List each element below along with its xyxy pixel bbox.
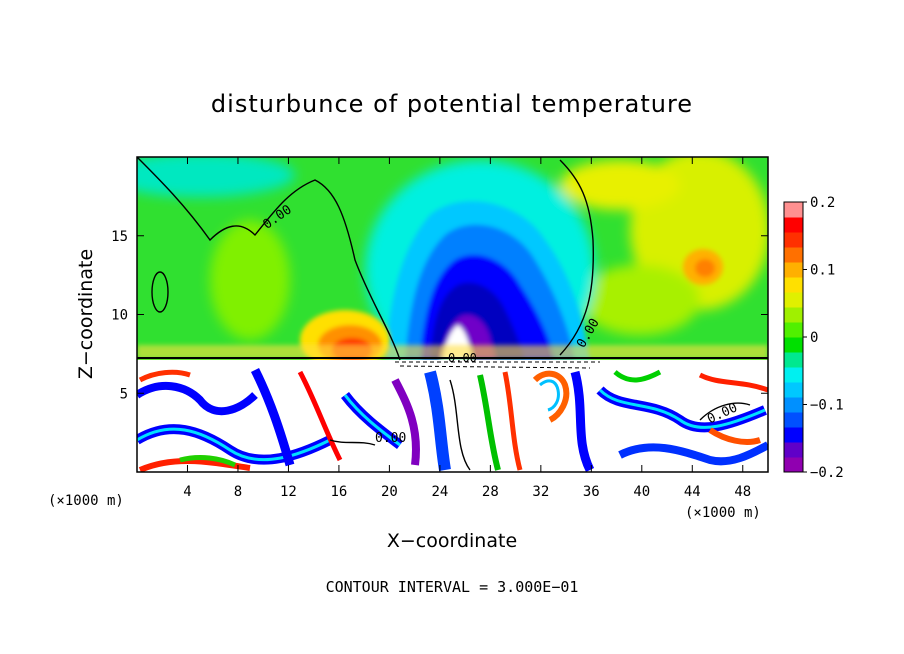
- colorbar-swatch: [784, 292, 803, 308]
- plot-area: 0.00 0.00 0.00 0.00 0.00: [137, 157, 768, 472]
- streak-13: [502, 371, 523, 471]
- streak-19: [618, 441, 768, 466]
- warm-region-right-edge: [580, 265, 700, 335]
- yellow-band-upper: [560, 160, 680, 210]
- warm-anomaly-right-core: [695, 259, 715, 277]
- colorbar-swatch: [784, 262, 803, 278]
- x-tick-label: 8: [234, 484, 242, 500]
- y-tick-label: 10: [111, 308, 128, 324]
- x-tick-label: 24: [431, 484, 448, 500]
- lower-contour-1: [329, 439, 376, 446]
- colorbar-swatch: [784, 457, 803, 473]
- closed-contour-left: [151, 271, 169, 313]
- colorbar-swatch: [784, 247, 803, 263]
- colorbar-swatch: [784, 217, 803, 233]
- streak-2: [137, 427, 331, 462]
- x-tick-label: 16: [330, 484, 347, 500]
- lower-contour-3: [699, 402, 751, 421]
- colorbar-ticks: 0.2 0.1 0 −0.1 −0.2: [803, 195, 844, 481]
- colorbar-tick-label: 0: [810, 330, 818, 346]
- y-axis-ticks: 5 10 15: [111, 229, 768, 402]
- x-tick-label: 36: [583, 484, 600, 500]
- contour-label: 0.00: [448, 351, 477, 365]
- colorbar-swatch: [784, 307, 803, 323]
- warm-anomaly-group: [137, 249, 768, 370]
- colorbar-swatch: [784, 352, 803, 368]
- streak-5: [138, 369, 191, 383]
- colorbar-tick-label: 0.2: [810, 195, 835, 211]
- streak-7: [297, 370, 343, 462]
- colorbar-tick-label: −0.2: [810, 465, 844, 481]
- colorbar-swatch: [784, 322, 803, 338]
- lower-field: [137, 360, 768, 472]
- colorbar: [784, 202, 803, 473]
- x-tick-label: 32: [532, 484, 549, 500]
- streak-20: [698, 372, 768, 393]
- lower-contour-2: [449, 379, 471, 471]
- plume-core: [385, 201, 590, 360]
- surface-warm-band: [137, 345, 768, 359]
- colorbar-swatch: [784, 442, 803, 458]
- colorbar-swatch: [784, 232, 803, 248]
- streak-12: [477, 374, 501, 471]
- streak-18: [598, 388, 766, 429]
- streak-14: [532, 370, 570, 423]
- x-tick-label: 48: [734, 484, 751, 500]
- y-axis-label: Z−coordinate: [75, 249, 97, 379]
- colorbar-swatch: [784, 277, 803, 293]
- streak-11: [424, 370, 451, 471]
- contour-label: 0.00: [375, 431, 406, 446]
- colorbar-swatch: [784, 412, 803, 428]
- streak-23: [179, 455, 237, 468]
- x-axis-ticks: 4 8 12 16 20 24 28 32 36 40 44 48: [183, 157, 751, 500]
- x-tick-label: 40: [633, 484, 650, 500]
- contour-interval-footer: CONTOUR INTERVAL = 3.000E−01: [326, 578, 579, 596]
- zero-contour-right: [559, 159, 595, 356]
- streak-6: [250, 367, 295, 467]
- streak-16: [570, 370, 595, 472]
- colorbar-swatch: [784, 367, 803, 383]
- streak-15: [539, 379, 560, 412]
- colorbar-swatch: [784, 427, 803, 443]
- colorbar-swatch: [784, 337, 803, 353]
- lightgreen-left-strip: [210, 220, 290, 340]
- turbulent-streaks: [137, 367, 768, 472]
- streak-22: [613, 369, 662, 383]
- y-tick-label: 15: [111, 229, 128, 245]
- colorbar-swatch: [784, 382, 803, 398]
- contour-lines: [137, 157, 768, 471]
- x-tick-label: 4: [183, 484, 191, 500]
- colorbar-tick-label: 0.1: [810, 263, 835, 279]
- x-axis-unit-left: (×1000 m): [48, 493, 124, 509]
- x-axis-label: X−coordinate: [387, 530, 517, 552]
- streak-21: [708, 427, 761, 445]
- zero-contour-left: [137, 157, 401, 361]
- x-tick-label: 20: [381, 484, 398, 500]
- streak-10: [391, 378, 420, 466]
- surface-dashes: [395, 361, 600, 369]
- streak-3: [138, 458, 251, 472]
- x-tick-label: 44: [684, 484, 701, 500]
- x-axis-unit-right: (×1000 m): [685, 505, 761, 521]
- y-tick-label: 5: [120, 386, 128, 402]
- x-tick-label: 12: [280, 484, 297, 500]
- cool-region-upper-left: [137, 157, 295, 197]
- x-tick-label: 28: [482, 484, 499, 500]
- colorbar-swatch: [784, 397, 803, 413]
- streak-4: [137, 381, 258, 416]
- chart-title: disturbunce of potential temperature: [211, 90, 693, 118]
- streak-9: [343, 394, 401, 447]
- colorbar-swatch: [784, 202, 803, 218]
- colorbar-tick-label: −0.1: [810, 398, 844, 414]
